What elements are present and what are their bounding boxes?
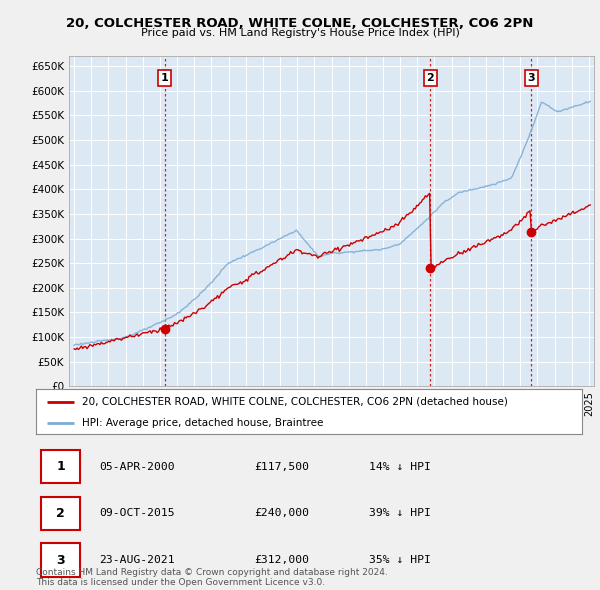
Text: 1: 1 bbox=[56, 460, 65, 473]
Text: 39% ↓ HPI: 39% ↓ HPI bbox=[369, 509, 431, 519]
Text: 2: 2 bbox=[427, 73, 434, 83]
Text: £312,000: £312,000 bbox=[254, 555, 310, 565]
Bar bbox=[41, 497, 80, 530]
Text: 3: 3 bbox=[527, 73, 535, 83]
Bar bbox=[41, 450, 80, 483]
Text: 2: 2 bbox=[56, 507, 65, 520]
Text: 3: 3 bbox=[56, 553, 65, 566]
Text: 05-APR-2000: 05-APR-2000 bbox=[99, 462, 175, 472]
Text: 20, COLCHESTER ROAD, WHITE COLNE, COLCHESTER, CO6 2PN: 20, COLCHESTER ROAD, WHITE COLNE, COLCHE… bbox=[67, 17, 533, 30]
Text: HPI: Average price, detached house, Braintree: HPI: Average price, detached house, Brai… bbox=[82, 418, 324, 428]
Text: £117,500: £117,500 bbox=[254, 462, 310, 472]
Text: 14% ↓ HPI: 14% ↓ HPI bbox=[369, 462, 431, 472]
Text: Price paid vs. HM Land Registry's House Price Index (HPI): Price paid vs. HM Land Registry's House … bbox=[140, 28, 460, 38]
Text: 20, COLCHESTER ROAD, WHITE COLNE, COLCHESTER, CO6 2PN (detached house): 20, COLCHESTER ROAD, WHITE COLNE, COLCHE… bbox=[82, 397, 508, 407]
Text: 09-OCT-2015: 09-OCT-2015 bbox=[99, 509, 175, 519]
Text: £240,000: £240,000 bbox=[254, 509, 310, 519]
Text: 23-AUG-2021: 23-AUG-2021 bbox=[99, 555, 175, 565]
Text: 1: 1 bbox=[161, 73, 169, 83]
Bar bbox=[41, 543, 80, 576]
Text: 35% ↓ HPI: 35% ↓ HPI bbox=[369, 555, 431, 565]
Text: Contains HM Land Registry data © Crown copyright and database right 2024.
This d: Contains HM Land Registry data © Crown c… bbox=[36, 568, 388, 587]
